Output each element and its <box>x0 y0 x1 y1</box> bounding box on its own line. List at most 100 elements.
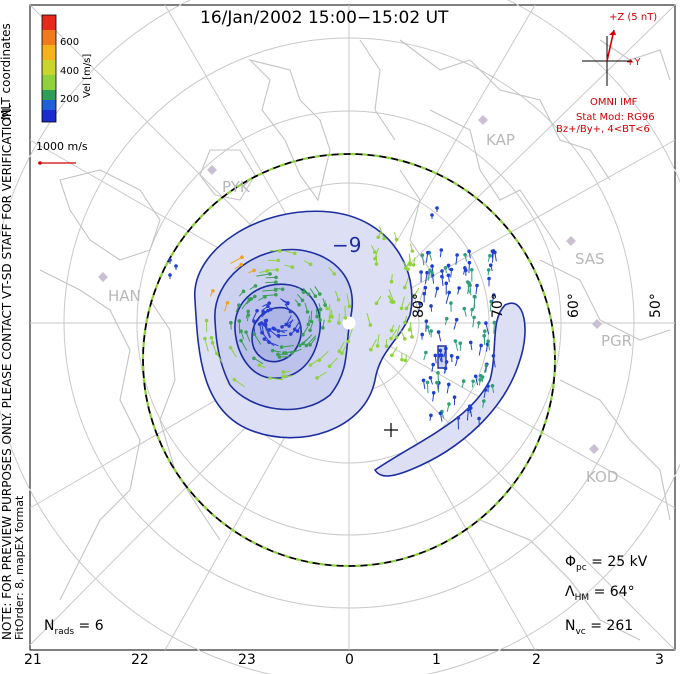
vector-origin <box>225 300 230 305</box>
velocity-vector <box>424 272 428 284</box>
vector-origin <box>263 322 268 327</box>
velocity-vector <box>445 292 450 304</box>
mlt-tick-22: 22 <box>131 652 149 668</box>
station-pgr: PGR <box>601 332 633 350</box>
velocity-vector <box>265 324 272 338</box>
vector-origin <box>490 383 495 388</box>
vector-origin <box>375 344 380 348</box>
velocity-vector <box>378 226 385 239</box>
pole-marker <box>342 316 356 330</box>
vector-origin <box>297 302 301 307</box>
velocity-vector <box>492 355 496 368</box>
vector-origin <box>431 390 436 395</box>
vector-origin <box>394 237 399 242</box>
vector-origin <box>239 262 244 267</box>
vector-origin <box>428 268 432 273</box>
velocity-vector <box>401 296 405 309</box>
vector-origin <box>237 319 242 323</box>
vector-origin <box>455 355 460 360</box>
latitude-70-label: 70° <box>490 293 506 318</box>
vector-origin <box>292 251 297 256</box>
vector-origin <box>407 328 412 332</box>
vector-origin <box>436 371 440 375</box>
vector-origin <box>300 298 305 303</box>
colorbar-tick-600: 600 <box>60 37 80 48</box>
colorbar-tick-200: 200 <box>60 94 80 105</box>
vector-origin <box>204 318 209 323</box>
vector-origin <box>373 256 377 261</box>
vector-origin <box>469 267 474 272</box>
vector-origin <box>456 416 461 420</box>
vector-origin <box>463 252 467 257</box>
mlt-tick-2: 2 <box>532 652 541 668</box>
vector-origin <box>433 353 438 358</box>
vector-origin <box>389 279 394 284</box>
hm-latitude: ΛHM = 64° <box>565 584 635 603</box>
vector-origin <box>424 319 429 323</box>
vector-origin <box>374 262 379 266</box>
vector-origin <box>237 303 241 307</box>
velocity-vector <box>366 312 371 326</box>
velocity-vectors <box>168 206 497 430</box>
vector-origin <box>336 297 341 302</box>
velocity-vector <box>230 256 243 264</box>
vector-origin <box>486 339 490 344</box>
vector-origin <box>369 347 373 352</box>
vector-origin <box>232 377 237 382</box>
radar-station-markers <box>98 115 602 454</box>
velocity-vector <box>270 377 283 381</box>
vector-origin <box>347 304 352 309</box>
vector-origin <box>301 332 305 337</box>
vector-origin <box>444 281 449 286</box>
velocity-vector <box>329 304 331 317</box>
vector-origin <box>478 373 483 378</box>
station-han: HAN <box>108 287 141 305</box>
vector-origin <box>411 263 416 267</box>
vector-origin <box>440 274 444 279</box>
velocity-vector <box>396 324 401 338</box>
vector-origin <box>467 249 471 254</box>
vector-origin <box>277 249 282 253</box>
vector-origin <box>274 280 278 284</box>
vector-origin <box>209 336 214 340</box>
vector-origin <box>402 320 407 325</box>
vector-origin <box>486 384 490 388</box>
station-kod: KOD <box>586 468 619 486</box>
vector-origin <box>435 380 439 385</box>
station-pyk: PYK <box>222 178 250 196</box>
vector-origin <box>274 292 278 297</box>
velocity-vector <box>241 299 250 310</box>
fit-order-label: FitOrder: 8, mapEX format <box>13 495 26 640</box>
vector-origin <box>265 269 269 273</box>
vector-origin <box>246 309 251 314</box>
vector-origin <box>315 376 319 380</box>
vector-origin <box>330 315 334 319</box>
vector-origin <box>449 301 453 305</box>
vector-origin <box>261 309 265 314</box>
vector-origin <box>465 280 470 284</box>
vector-origin <box>382 236 386 241</box>
vector-origin <box>443 266 448 270</box>
vector-origin <box>374 301 379 306</box>
vector-origin <box>489 299 493 304</box>
colorbar-label: Vel [m/s] <box>82 53 93 98</box>
vector-origin <box>425 270 429 275</box>
vector-origin <box>447 290 451 295</box>
vector-origin <box>228 345 233 350</box>
vector-origin <box>280 324 284 329</box>
vector-origin <box>439 248 444 252</box>
vector-origin <box>446 273 451 278</box>
velocity-vector <box>230 347 237 358</box>
vector-origin <box>394 335 399 340</box>
vector-origin <box>288 332 293 336</box>
vector-origin <box>452 395 457 399</box>
vector-origin <box>475 283 479 288</box>
velocity-vector <box>437 372 440 384</box>
vector-origin <box>263 319 268 323</box>
vector-origin <box>373 250 377 254</box>
vector-origin <box>203 336 207 341</box>
vector-origin <box>444 316 449 321</box>
vector-origin <box>430 270 434 275</box>
